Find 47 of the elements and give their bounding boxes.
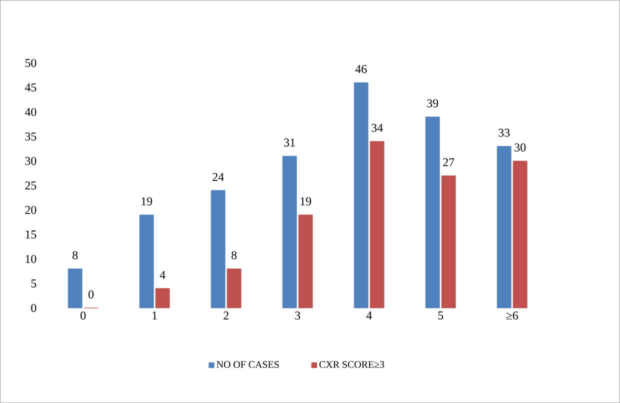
data-label: 33 [498,128,510,137]
x-tick-label: 5 [438,311,444,320]
y-tick-label: 45 [24,83,36,92]
data-label: 31 [284,138,295,147]
data-label: 4 [160,270,166,279]
data-label: 0 [88,290,94,298]
data-label: 27 [443,158,454,166]
y-tick-label: 25 [25,181,36,190]
data-label: 8 [72,251,78,260]
data-label: 30 [514,143,526,152]
data-label: 34 [372,124,383,132]
legend-label: CXR SCORE≥3 [319,361,384,368]
legend-label: NO OF CASES [216,361,279,368]
y-tick-label: 20 [25,206,36,214]
data-label: 8 [232,251,237,260]
x-tick-label: 3 [295,311,300,320]
bar [354,82,368,308]
bar [512,160,528,308]
bar [155,288,170,308]
bar [68,268,82,308]
bar [298,214,313,308]
x-tick-label: 1 [152,311,157,320]
y-tick-label: 10 [26,254,36,263]
y-tick-label: 40 [24,108,36,116]
bar [282,156,297,308]
y-tick-label: 5 [31,279,36,288]
data-label: 19 [300,197,312,206]
bar [496,146,512,308]
y-tick-label: 35 [25,132,36,140]
x-tick-label: ≥6 [506,311,518,320]
bar [425,116,440,308]
bar [226,268,242,308]
data-label: 46 [355,64,367,74]
bar [210,190,226,308]
x-tick-label: 4 [366,311,372,320]
x-tick-label: 0 [80,311,86,320]
bar [441,175,456,308]
y-tick-label: 50 [25,58,36,67]
bar [139,214,154,308]
y-tick-label: 15 [26,230,36,238]
y-tick-label: 0 [31,304,36,312]
data-label: 19 [142,197,152,206]
data-label: 39 [427,99,438,108]
bar [370,141,384,308]
data-label: 24 [212,172,224,181]
y-tick-label: 30 [25,156,36,165]
x-tick-label: 2 [224,311,228,320]
